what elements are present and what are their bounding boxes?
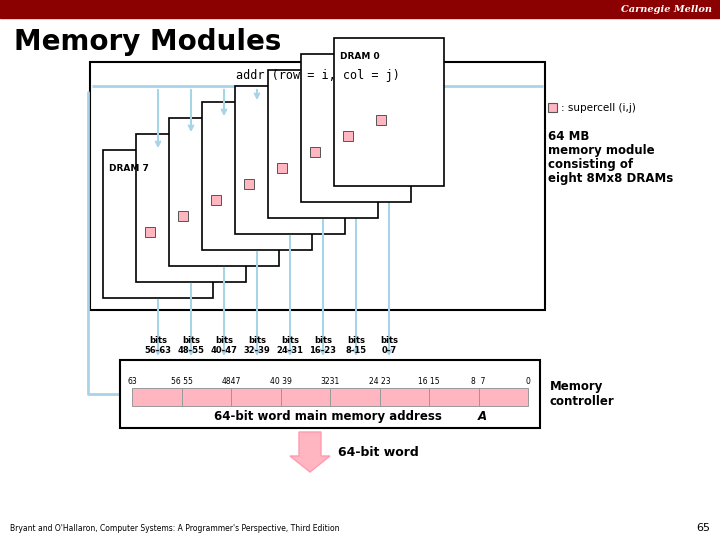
Text: 8  7: 8 7 xyxy=(472,377,486,386)
Text: bits
16-23: bits 16-23 xyxy=(310,336,336,355)
FancyArrow shape xyxy=(290,432,330,472)
Bar xyxy=(235,86,345,234)
Text: 3231: 3231 xyxy=(320,377,340,386)
Text: bits
32-39: bits 32-39 xyxy=(243,336,271,355)
Text: DRAM 7: DRAM 7 xyxy=(109,164,149,173)
Text: consisting of: consisting of xyxy=(548,158,633,171)
Bar xyxy=(548,103,557,112)
Bar xyxy=(90,62,545,310)
Text: bits
0-7: bits 0-7 xyxy=(380,336,398,355)
Bar xyxy=(479,388,528,406)
Text: 64-bit word: 64-bit word xyxy=(338,446,419,458)
Bar xyxy=(136,134,246,282)
Bar xyxy=(301,54,411,202)
Text: DRAM 0: DRAM 0 xyxy=(340,52,379,61)
Bar xyxy=(334,38,444,186)
Bar xyxy=(178,211,188,221)
Bar xyxy=(379,388,429,406)
Bar xyxy=(211,195,221,205)
Bar xyxy=(103,150,213,298)
Bar xyxy=(202,102,312,250)
Text: 0: 0 xyxy=(526,377,531,386)
Bar xyxy=(330,388,379,406)
Text: bits
24-31: bits 24-31 xyxy=(276,336,304,355)
Text: A: A xyxy=(478,410,487,423)
Bar xyxy=(169,118,279,266)
Bar xyxy=(231,388,281,406)
Text: 64-bit word main memory address: 64-bit word main memory address xyxy=(214,410,446,423)
Bar xyxy=(244,179,254,189)
Bar xyxy=(120,360,540,428)
Text: 24 23: 24 23 xyxy=(369,377,390,386)
Bar xyxy=(276,163,287,173)
Text: Carnegie Mellon: Carnegie Mellon xyxy=(621,4,712,14)
Text: bits
40-47: bits 40-47 xyxy=(210,336,238,355)
Text: 64 MB: 64 MB xyxy=(548,130,590,143)
Bar xyxy=(429,388,479,406)
Text: 4847: 4847 xyxy=(221,377,240,386)
Text: 16 15: 16 15 xyxy=(418,377,440,386)
Text: : supercell (i,j): : supercell (i,j) xyxy=(561,103,636,113)
Text: 65: 65 xyxy=(696,523,710,533)
Bar xyxy=(181,388,231,406)
Text: addr (row = i, col = j): addr (row = i, col = j) xyxy=(235,70,400,83)
Text: bits
8-15: bits 8-15 xyxy=(346,336,366,355)
Text: 63: 63 xyxy=(127,377,137,386)
Bar xyxy=(343,131,353,141)
Bar xyxy=(310,147,320,157)
Bar xyxy=(376,115,386,125)
Text: Memory Modules: Memory Modules xyxy=(14,28,282,56)
Text: Bryant and O'Hallaron, Computer Systems: A Programmer's Perspective, Third Editi: Bryant and O'Hallaron, Computer Systems:… xyxy=(10,524,340,533)
Text: 56 55: 56 55 xyxy=(171,377,192,386)
Text: 40 39: 40 39 xyxy=(269,377,292,386)
Bar xyxy=(145,227,155,237)
Text: Memory
controller: Memory controller xyxy=(550,380,615,408)
Text: memory module: memory module xyxy=(548,144,654,157)
Text: bits
48-55: bits 48-55 xyxy=(178,336,204,355)
Text: eight 8Mx8 DRAMs: eight 8Mx8 DRAMs xyxy=(548,172,673,185)
Bar xyxy=(132,388,181,406)
Bar xyxy=(268,70,378,218)
Bar xyxy=(0,0,720,18)
Bar xyxy=(281,388,330,406)
Text: bits
56-63: bits 56-63 xyxy=(145,336,171,355)
